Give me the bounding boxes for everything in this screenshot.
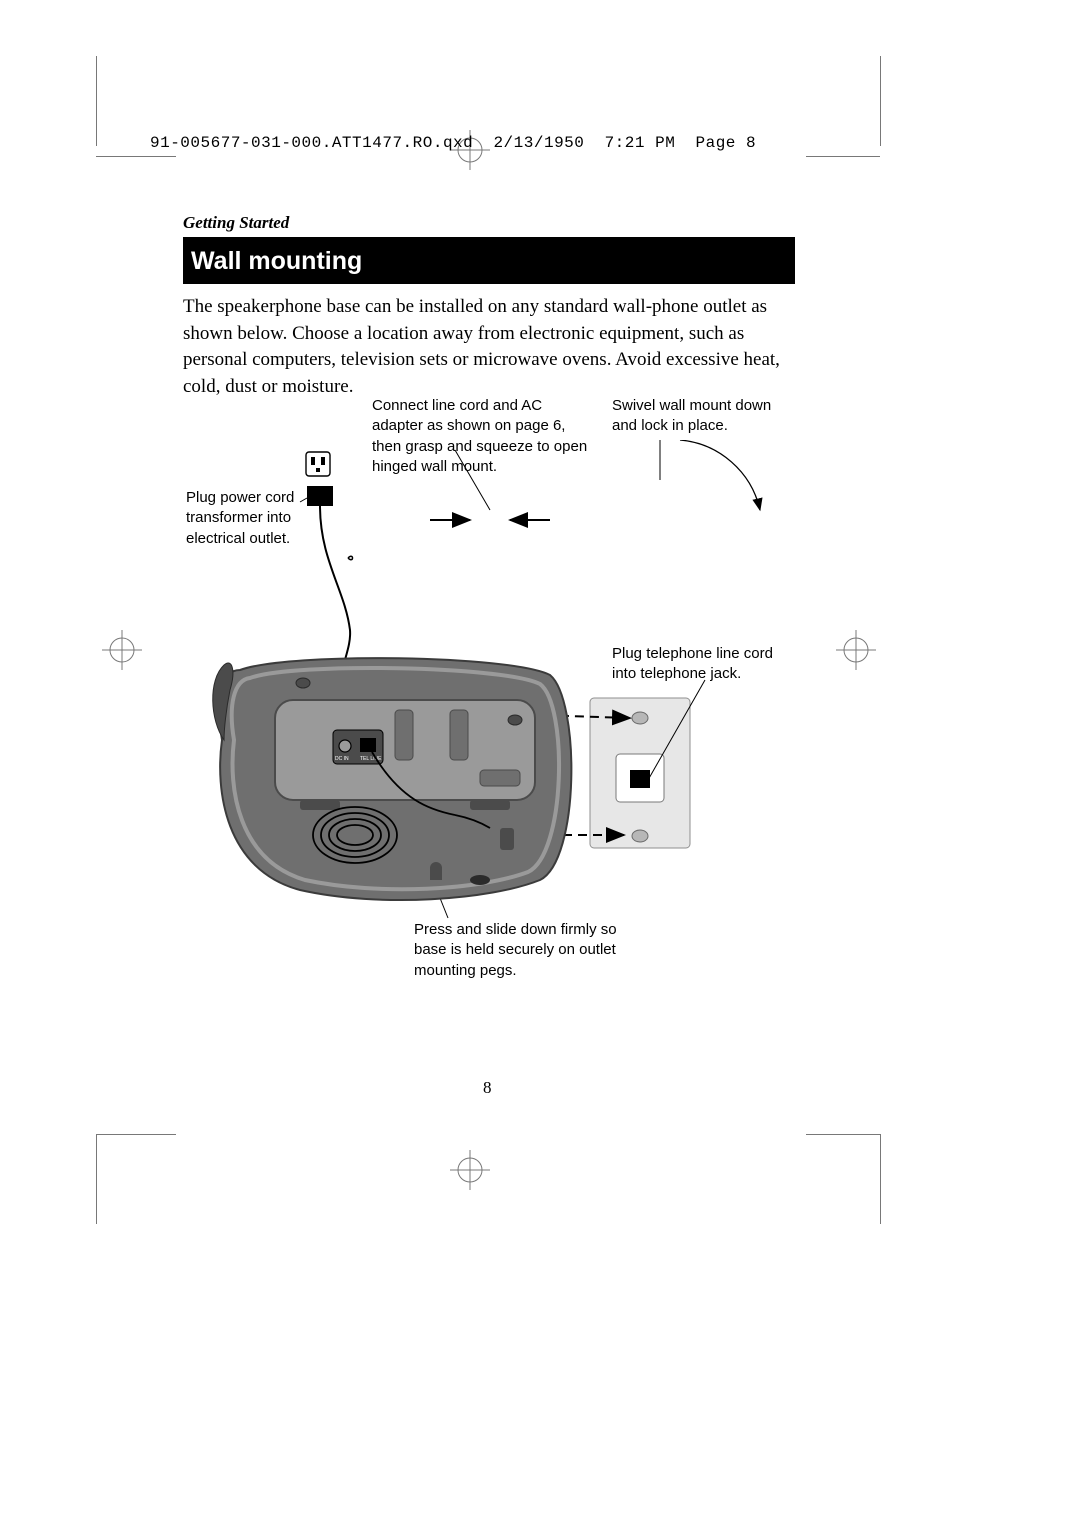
wall-plate-icon: [590, 698, 690, 848]
slug-date: 2/13/1950: [493, 134, 584, 152]
crop-mark: [96, 1134, 97, 1224]
crop-mark: [96, 156, 176, 157]
callout-swivel: Swivel wall mount down and lock in place…: [612, 396, 772, 437]
page-number: 8: [483, 1078, 492, 1098]
crop-mark: [806, 156, 880, 157]
title-bar: Wall mounting: [183, 237, 795, 284]
callout-press-slide: Press and slide down firmly so base is h…: [414, 920, 624, 981]
registration-mark-left: [102, 630, 142, 670]
crop-mark: [880, 56, 881, 146]
crop-mark: [806, 1134, 880, 1135]
slug-time: 7:21 PM: [605, 134, 676, 152]
section-label: Getting Started: [183, 213, 289, 233]
svg-text:DC IN: DC IN: [335, 756, 349, 762]
registration-mark-bottom: [450, 1150, 490, 1190]
crop-mark: [880, 1134, 881, 1224]
page: 91-005677-031-000.ATT1477.RO.qxd 2/13/19…: [0, 0, 1080, 1528]
slug-page: Page 8: [696, 134, 757, 152]
registration-mark-right: [836, 630, 876, 670]
svg-text:TEL LINE: TEL LINE: [360, 756, 382, 762]
wall-mount-diagram: DC IN TEL LINE: [180, 440, 800, 920]
slug-filename: 91-005677-031-000.ATT1477.RO.qxd: [150, 134, 473, 152]
crop-mark: [96, 1134, 176, 1135]
slug-line: 91-005677-031-000.ATT1477.RO.qxd 2/13/19…: [150, 134, 756, 152]
crop-mark: [96, 56, 97, 146]
power-transformer-icon: [307, 486, 333, 506]
page-title: Wall mounting: [183, 237, 795, 276]
phone-base-icon: DC IN TEL LINE: [213, 658, 572, 900]
body-paragraph: The speakerphone base can be installed o…: [183, 294, 798, 400]
